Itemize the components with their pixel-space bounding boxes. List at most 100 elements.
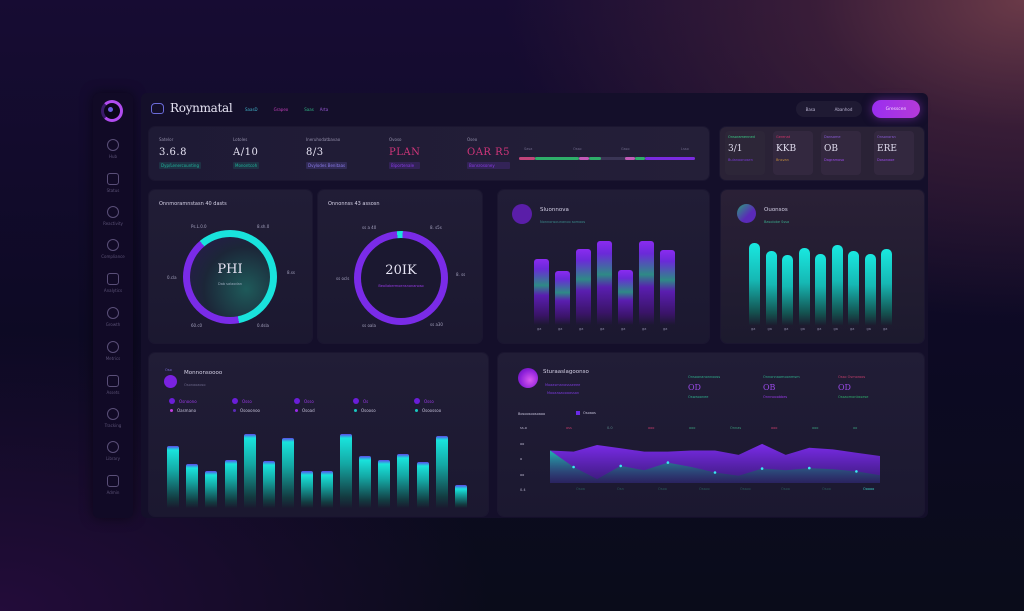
avatar	[512, 204, 532, 224]
bar[interactable]	[397, 454, 410, 508]
card-subtitle: Nonnonsounanoo somoos	[540, 220, 586, 224]
legend-label: Osso	[304, 398, 314, 404]
bar[interactable]	[455, 485, 467, 508]
y-label: o	[520, 457, 523, 461]
sidebar-item-growth[interactable]: Growth	[93, 305, 133, 337]
legend-item[interactable]: Osoad	[295, 408, 315, 413]
sidebar-item-metrics[interactable]: Metrics	[93, 339, 133, 371]
sidebar-item-reactivity[interactable]: Reactivity	[93, 204, 133, 236]
sidebar-item-hub[interactable]: Hub	[93, 137, 133, 169]
legend-item[interactable]: Osooonoo	[233, 408, 260, 413]
point-label: oss	[566, 426, 572, 430]
bar[interactable]	[282, 438, 295, 508]
legend-item[interactable]: Osso	[414, 398, 434, 404]
card-subtitle: Moaasmanassseeee	[545, 383, 581, 387]
kpi-tile-3[interactable]: Dansame OB Dagramoso	[821, 131, 861, 175]
point-label: 0.0	[607, 426, 613, 430]
bar[interactable]	[534, 259, 549, 325]
bar[interactable]	[224, 460, 237, 508]
segment-option-2[interactable]: Abanhod	[834, 106, 853, 112]
bar[interactable]	[435, 436, 448, 508]
sidebar-item-analytics[interactable]: Analytics	[93, 271, 133, 303]
bar[interactable]	[359, 456, 371, 508]
donut-label: 8. ss	[456, 272, 466, 277]
bar[interactable]	[301, 471, 314, 508]
bar[interactable]	[782, 255, 793, 325]
kpi-tile-1[interactable]: Onsoramenned 3/1 Bulanoonosen	[725, 131, 765, 175]
x-label: ga	[663, 327, 668, 331]
brand[interactable]: Roynmatal	[151, 101, 233, 115]
bar[interactable]	[639, 241, 654, 325]
legend-item[interactable]: Osso	[232, 398, 252, 404]
bar[interactable]	[263, 461, 275, 508]
bar[interactable]	[555, 271, 570, 325]
sidebar-item-library[interactable]: Library	[93, 439, 133, 471]
segment-option-1[interactable]: Basa	[805, 106, 816, 112]
bar[interactable]	[798, 248, 810, 325]
tile-sub: Dagramoso	[824, 158, 845, 162]
bar[interactable]	[660, 250, 675, 325]
donut-chart-2[interactable]	[354, 231, 448, 325]
stat-4: Ovoso PLAN Biportenale	[389, 137, 421, 169]
ring-logo-icon[interactable]	[101, 100, 123, 122]
donut-chart-1[interactable]	[183, 230, 277, 324]
bar[interactable]	[320, 471, 333, 508]
top-link-2[interactable]: Grapeo	[273, 107, 289, 112]
bar[interactable]	[864, 254, 876, 325]
sidebar-item-compliance[interactable]: Compliance	[93, 237, 133, 269]
x-label: ga	[621, 327, 626, 331]
bar[interactable]	[378, 460, 391, 508]
bar[interactable]	[416, 462, 429, 508]
primary-cta-button[interactable]: Gresscen	[872, 100, 920, 118]
bar[interactable]	[205, 471, 218, 508]
bar[interactable]	[831, 245, 843, 325]
stat-value: OAR R5	[467, 147, 511, 158]
bar[interactable]	[848, 251, 859, 325]
stat-1: Satelor 3.6.8 Dyp/Lenercounting	[159, 137, 201, 169]
sidebar-item-label: Analytics	[103, 288, 123, 293]
legend-item[interactable]: Os	[353, 398, 368, 404]
bar[interactable]	[618, 270, 633, 325]
bar[interactable]	[339, 434, 352, 508]
bar[interactable]	[576, 249, 591, 325]
top-link-3[interactable]: Saas	[304, 107, 314, 112]
donut-label: 0.dsla	[257, 323, 270, 328]
donut-label: ss ocls	[336, 276, 350, 281]
legend-label: Bosoosoosoaoo	[518, 412, 546, 416]
kpi-tile-4[interactable]: Onsonorsn ERE Dosonaoe	[874, 131, 914, 175]
legend-item[interactable]: Osnoono	[169, 398, 197, 404]
x-label: ga	[817, 327, 822, 331]
legend-item[interactable]: Osooso	[354, 408, 376, 413]
top-link-1[interactable]: SaasD	[245, 107, 258, 112]
sidebar-item-assets[interactable]: Assets	[93, 373, 133, 405]
progress-track[interactable]	[519, 157, 695, 160]
legend-dot	[294, 398, 300, 404]
bar[interactable]	[881, 249, 892, 325]
stat-sub: Biportenale	[389, 162, 421, 169]
legend-series[interactable]: Osoaos	[576, 411, 596, 415]
kpi-sub: Oswaoonee	[688, 395, 709, 399]
legend-item[interactable]: Osso	[294, 398, 314, 404]
card-title: Onnonnss 43 assosn	[328, 201, 380, 207]
sidebar-item-status[interactable]: Status	[93, 171, 133, 203]
bar[interactable]	[765, 251, 777, 325]
top-link-4[interactable]: Arta	[319, 107, 329, 112]
tile-label: Onsoramenned	[728, 135, 755, 139]
bar[interactable]	[749, 243, 760, 325]
donut-label: Ps.L.0.0	[191, 224, 207, 229]
tile-sub: Dosonaoe	[877, 158, 895, 162]
area-chart[interactable]	[550, 433, 880, 483]
bar[interactable]	[167, 446, 179, 508]
avatar	[164, 375, 177, 388]
legend-item[interactable]: Oasmano	[170, 408, 196, 413]
sidebar-item-tracking[interactable]: Tracking	[93, 406, 133, 438]
stat-label: Satelor	[159, 137, 174, 142]
sidebar-item-admin[interactable]: Admin	[93, 473, 133, 505]
top-nav: SaasD Grapeo Saas Arta	[245, 107, 328, 112]
bar[interactable]	[815, 254, 826, 325]
bar[interactable]	[243, 434, 256, 508]
bar[interactable]	[186, 464, 199, 508]
legend-item[interactable]: Osoossoo	[415, 408, 441, 413]
kpi-tile-2[interactable]: Gerenat KKB Bnsvan	[773, 131, 813, 175]
bar[interactable]	[597, 241, 612, 325]
